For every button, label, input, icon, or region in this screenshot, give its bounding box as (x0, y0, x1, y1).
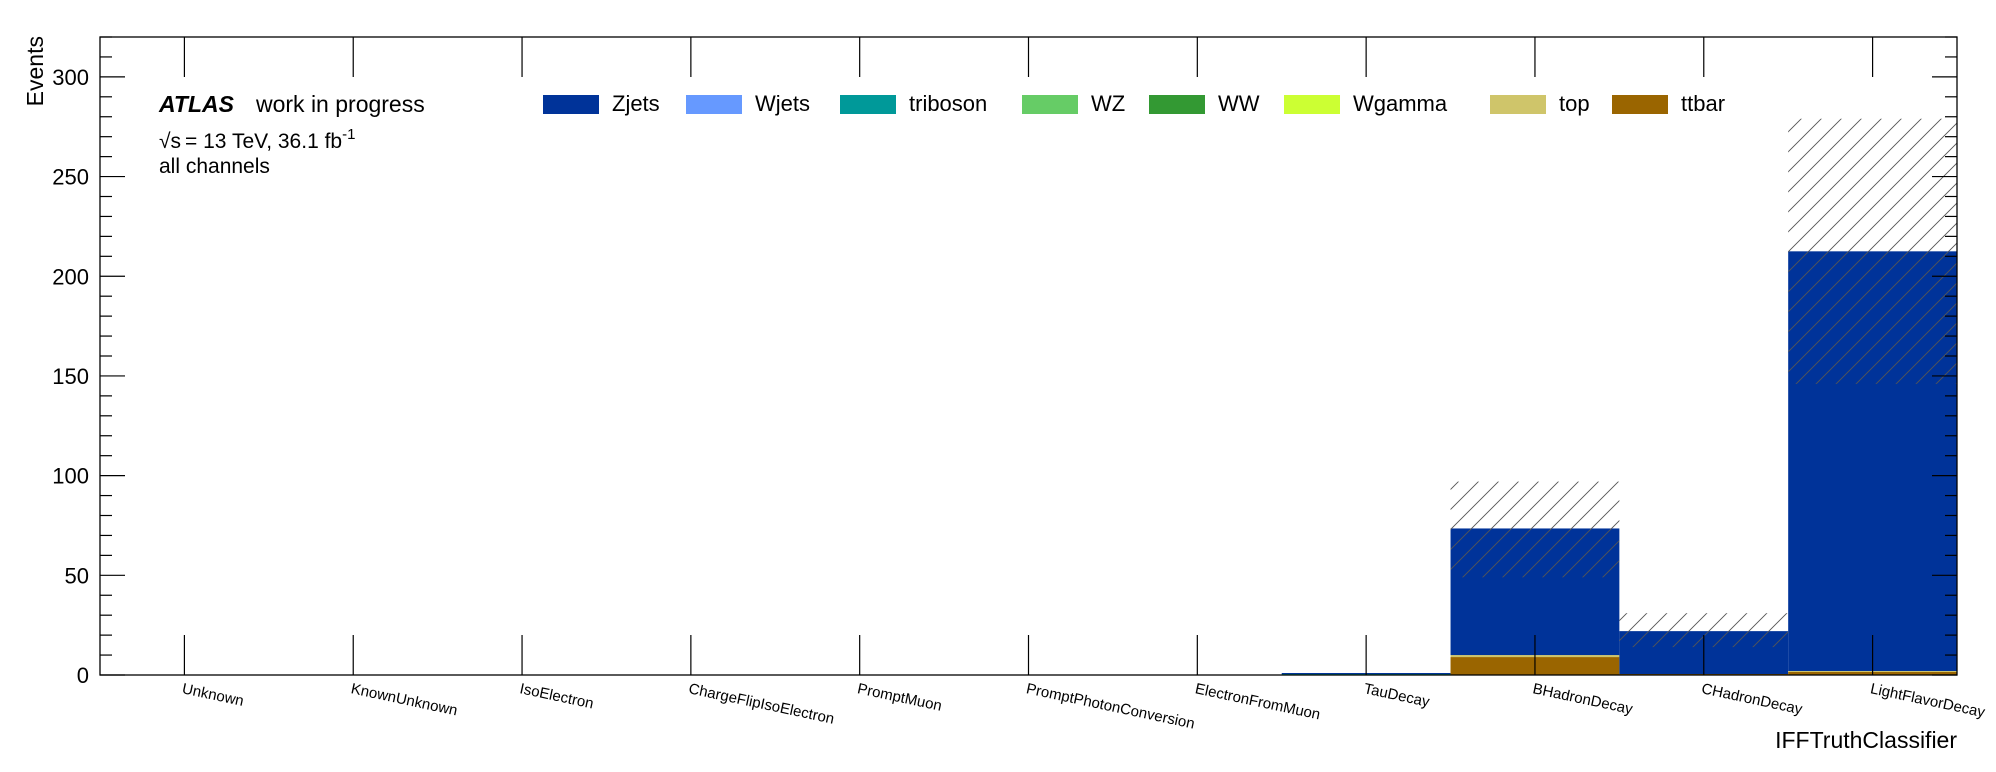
lumi-exponent: -1 (342, 126, 355, 143)
y-tick-label: 150 (52, 364, 89, 389)
x-tick-label: PromptMuon (856, 680, 944, 714)
atlas-status-label: work in progress (255, 91, 425, 117)
y-axis-label: Events (22, 36, 48, 106)
legend-label-Wgamma: Wgamma (1353, 91, 1448, 116)
x-tick-label: ChargeFlipIsoElectron (687, 680, 836, 727)
y-tick-label: 200 (52, 264, 89, 289)
y-tick-label: 300 (52, 65, 89, 90)
y-tick-label: 50 (65, 563, 89, 588)
legend: Zjets Wjets triboson WZ WW Wgamma top ttbar (543, 91, 1725, 116)
legend-swatch-top (1490, 95, 1546, 114)
x-tick-label: LightFlavorDecay (1869, 680, 1987, 721)
legend-label-WZ: WZ (1091, 91, 1125, 116)
x-axis-label: IFFTruthClassifier (1775, 727, 1957, 753)
legend-swatch-Wjets (686, 95, 742, 114)
legend-swatch-Zjets (543, 95, 599, 114)
y-tick-label: 100 (52, 464, 89, 489)
uncertainty-band-BHadronDecay (1450, 481, 1620, 578)
legend-label-ttbar: ttbar (1681, 91, 1725, 116)
legend-swatch-triboson (840, 95, 896, 114)
x-tick-label: ElectronFromMuon (1193, 680, 1321, 723)
atlas-label: ATLAS work in progress √s = 13 TeV, 36.1 … (158, 91, 425, 178)
x-tick-label: PromptPhotonConversion (1025, 680, 1197, 732)
legend-swatch-ttbar (1612, 95, 1668, 114)
legend-label-triboson: triboson (909, 91, 987, 116)
legend-label-top: top (1559, 91, 1590, 116)
legend-swatch-Wgamma (1284, 95, 1340, 114)
x-tick-label: TauDecay (1362, 680, 1431, 711)
legend-label-Wjets: Wjets (755, 91, 810, 116)
channel-label: all channels (159, 155, 270, 178)
atlas-experiment-label: ATLAS (158, 91, 235, 117)
legend-swatch-WW (1149, 95, 1205, 114)
uncertainty-band-LightFlavorDecay (1788, 118, 1957, 384)
y-tick-label: 0 (77, 663, 89, 688)
x-tick-label: KnownUnknown (349, 680, 459, 719)
plot-frame (99, 36, 1958, 676)
x-tick-label: Unknown (181, 680, 246, 710)
axes-layer (99, 36, 1958, 676)
y-tick-label: 250 (52, 165, 89, 190)
energy-sqrt-s: √s (159, 130, 181, 153)
legend-label-WW: WW (1218, 91, 1260, 116)
legend-swatch-WZ (1022, 95, 1078, 114)
x-tick-label: IsoElectron (518, 680, 595, 712)
x-tick-label: BHadronDecay (1531, 680, 1635, 718)
energy-lumi-label: √s = 13 TeV, 36.1 fb-1 (159, 126, 355, 153)
legend-label-Zjets: Zjets (612, 91, 660, 116)
energy-lumi-text: = 13 TeV, 36.1 fb (185, 130, 342, 153)
x-tick-label: CHadronDecay (1700, 680, 1804, 718)
